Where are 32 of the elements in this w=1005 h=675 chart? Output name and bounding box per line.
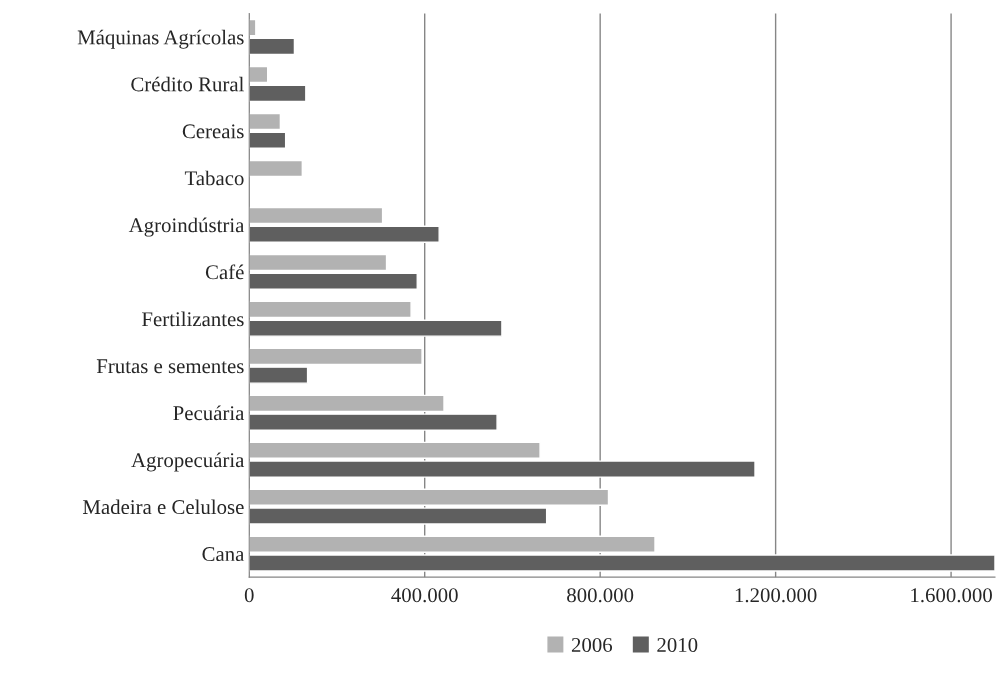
y-tick-label: Pecuária bbox=[173, 405, 245, 421]
bar bbox=[249, 65, 269, 84]
y-tick-label: Crédito Rural bbox=[131, 76, 244, 92]
bar bbox=[249, 112, 282, 131]
bar bbox=[249, 206, 384, 225]
bar bbox=[249, 272, 418, 290]
y-tick-label: Tabaco bbox=[184, 170, 244, 186]
bar bbox=[249, 84, 307, 103]
x-tick-label: 400.000 bbox=[391, 588, 458, 603]
y-tick-label: Café bbox=[205, 264, 244, 280]
bar bbox=[249, 253, 388, 272]
bar bbox=[249, 225, 440, 243]
x-tick-label: 800.000 bbox=[567, 588, 634, 603]
y-tick-label: Agroindústria bbox=[128, 217, 245, 237]
y-tick-label: Frutas e sementes bbox=[96, 359, 244, 374]
bar bbox=[249, 37, 296, 56]
y-tick-label: Agropecuária bbox=[131, 452, 245, 472]
x-tick-label: 1.200.000 bbox=[735, 588, 817, 603]
legend-label: 2006 bbox=[571, 637, 613, 653]
y-tick-label: Cana bbox=[202, 547, 245, 562]
y-tick-label: Fertilizantes bbox=[142, 311, 244, 327]
bar bbox=[249, 300, 412, 319]
y-tick-label: Máquinas Agrícolas bbox=[77, 29, 244, 49]
legend-label: 2010 bbox=[657, 637, 698, 653]
bar bbox=[249, 319, 503, 337]
bar bbox=[249, 18, 257, 37]
x-tick-label: 1.600.000 bbox=[911, 588, 992, 603]
y-tick-label: Cereais bbox=[182, 124, 244, 139]
bar bbox=[249, 159, 304, 178]
x-tick-label: 0 bbox=[244, 588, 254, 603]
y-tick-label: Madeira e Celulose bbox=[82, 499, 244, 515]
bar bbox=[249, 131, 287, 149]
